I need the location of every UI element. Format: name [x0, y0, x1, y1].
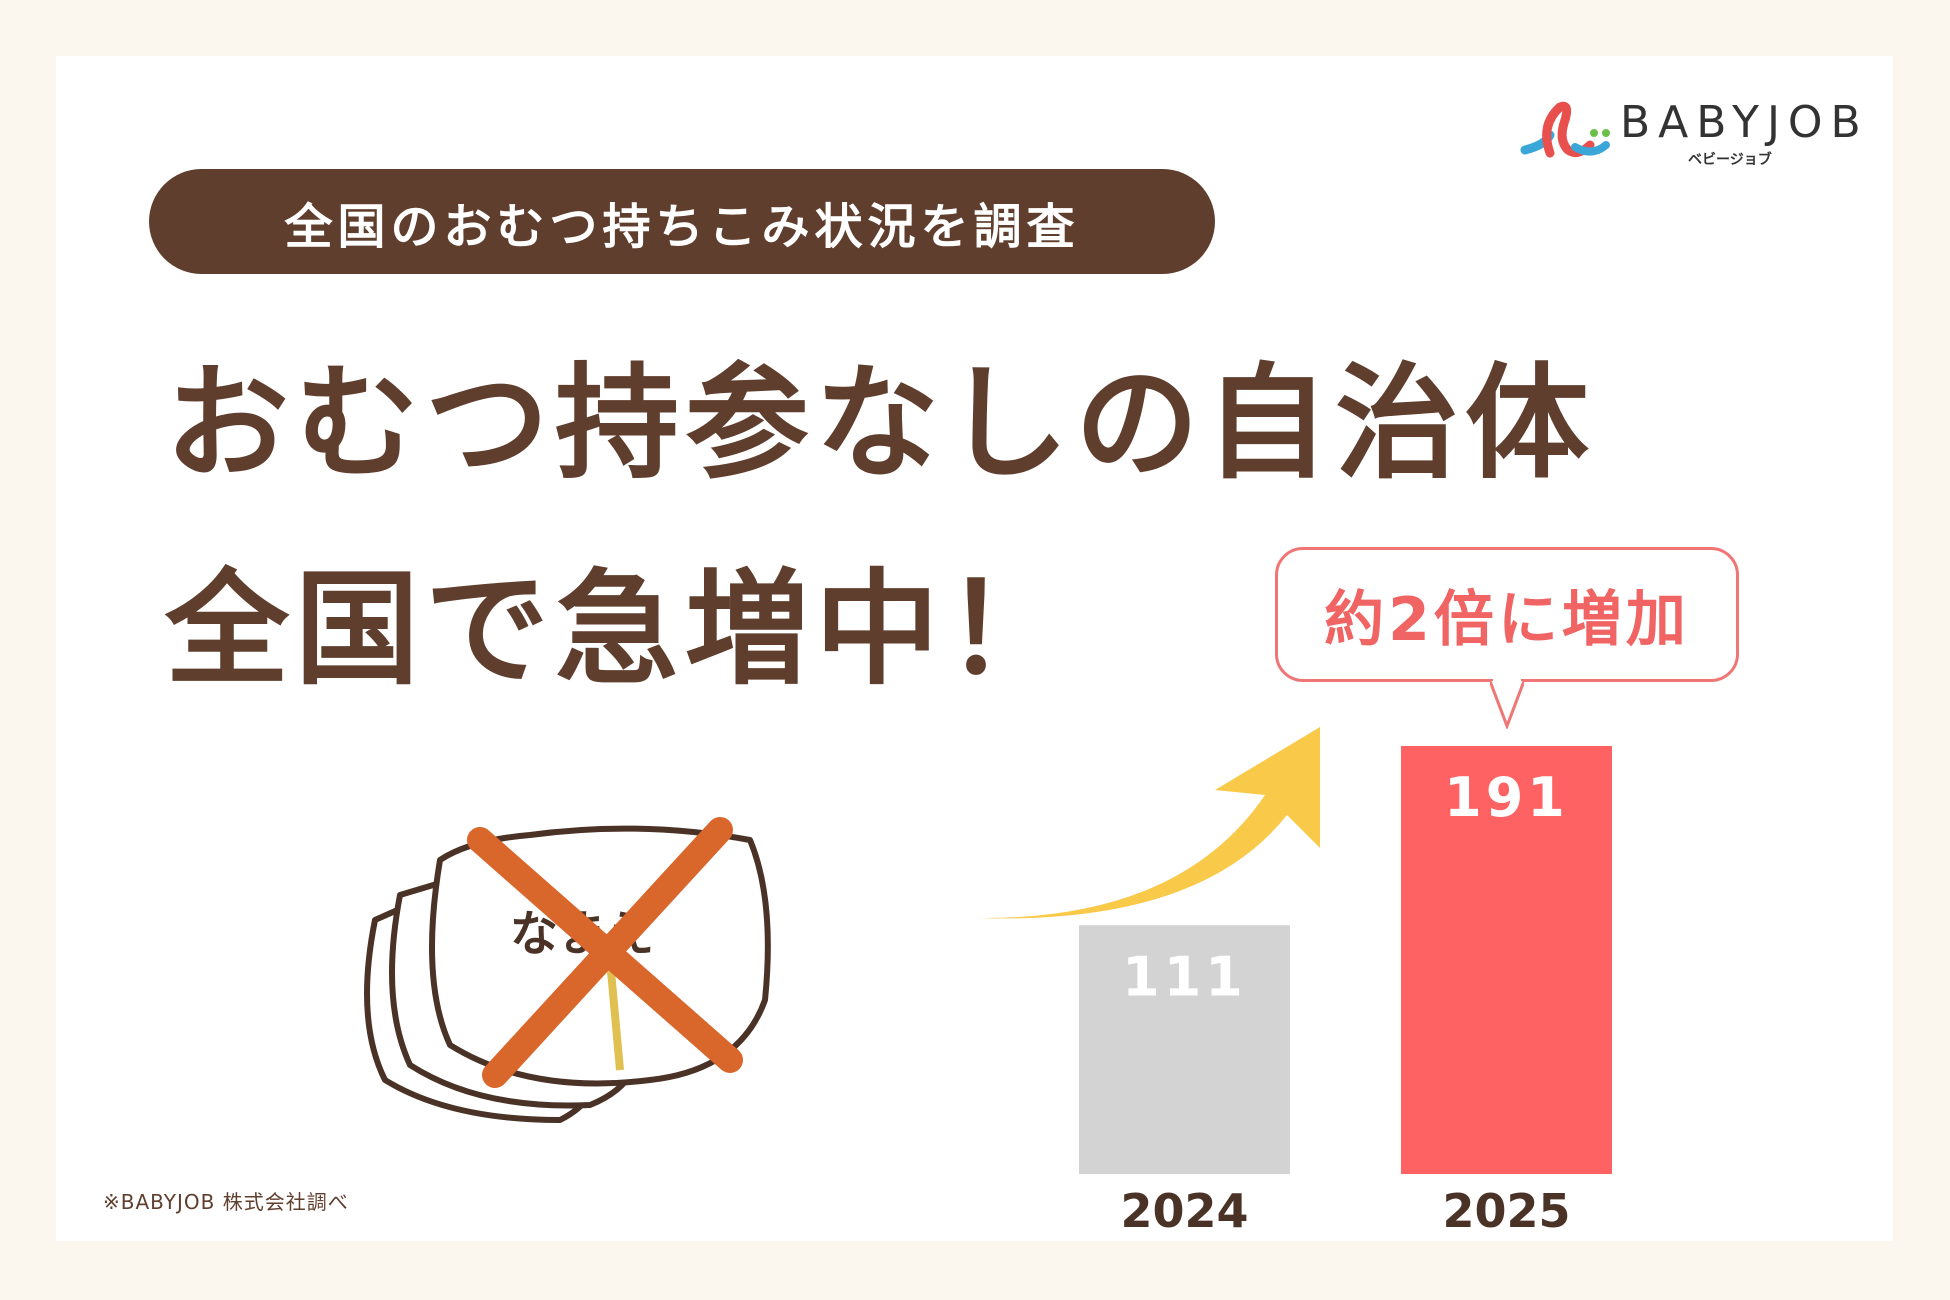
callout-bubble: 約2倍に増加 [1275, 547, 1739, 682]
survey-badge: 全国のおむつ持ちこみ状況を調査 [149, 169, 1215, 274]
footnote: ※BABYJOB 株式会社調べ [103, 1190, 349, 1214]
diaper-illustration: なまえ [364, 825, 771, 1123]
year-label: 2025 [1442, 1184, 1570, 1238]
logo-text: BABYJOB [1620, 97, 1869, 148]
logo-kana: ベビージョブ [1688, 152, 1772, 168]
cross-mark-icon [467, 817, 743, 1088]
babyjob-logo: BABYJOB ベビージョブ [1520, 95, 1861, 175]
callout-tail [1490, 679, 1524, 729]
year-label: 2024 [1120, 1184, 1248, 1238]
headline-line1: おむつ持参なしの自治体 [165, 352, 1596, 496]
bar-value-label: 111 [1122, 945, 1247, 1008]
logo-mark-icon [1520, 101, 1610, 158]
bar-value-label: 191 [1444, 766, 1569, 829]
bar-2025 [1401, 746, 1612, 1174]
bar-2024 [1079, 925, 1290, 1174]
growth-arrow [978, 727, 1320, 919]
headline-line2: 全国で急増中！ [165, 558, 1076, 702]
